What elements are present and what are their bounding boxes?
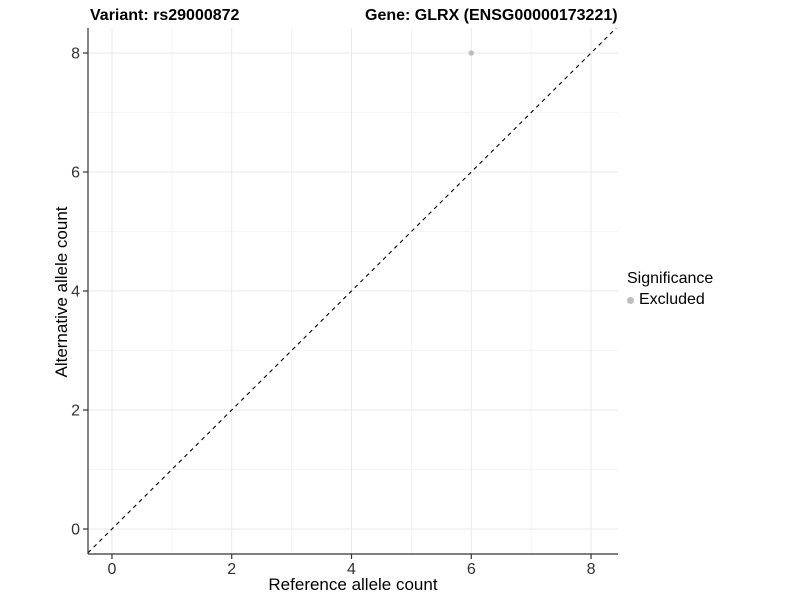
y-tick-label: 2 bbox=[71, 403, 80, 420]
data-point-excluded bbox=[468, 50, 474, 56]
y-tick-label: 8 bbox=[71, 45, 80, 62]
x-tick-label: 2 bbox=[227, 561, 236, 578]
plot-title-gene: Gene: GLRX (ENSG00000173221) bbox=[365, 7, 618, 24]
x-tick-label: 8 bbox=[587, 561, 596, 578]
legend-title: Significance bbox=[627, 270, 714, 287]
identity-reference-line bbox=[87, 27, 617, 554]
y-tick-label: 6 bbox=[71, 164, 80, 181]
legend-item-label: Excluded bbox=[639, 291, 705, 308]
x-tick-label: 4 bbox=[347, 561, 356, 578]
y-tick-label: 0 bbox=[71, 522, 80, 539]
y-axis-title: Alternative allele count bbox=[52, 206, 71, 378]
legend-dot-excluded-icon bbox=[627, 296, 634, 304]
x-tick-label: 6 bbox=[467, 561, 476, 578]
y-tick-label: 4 bbox=[71, 284, 80, 301]
plot-title-variant: Variant: rs29000872 bbox=[90, 7, 240, 24]
legend: Significance Excluded bbox=[627, 270, 713, 309]
x-axis-title: Reference allele count bbox=[268, 575, 438, 594]
x-tick-label: 0 bbox=[108, 561, 117, 578]
legend-item-excluded: Excluded bbox=[627, 291, 713, 309]
